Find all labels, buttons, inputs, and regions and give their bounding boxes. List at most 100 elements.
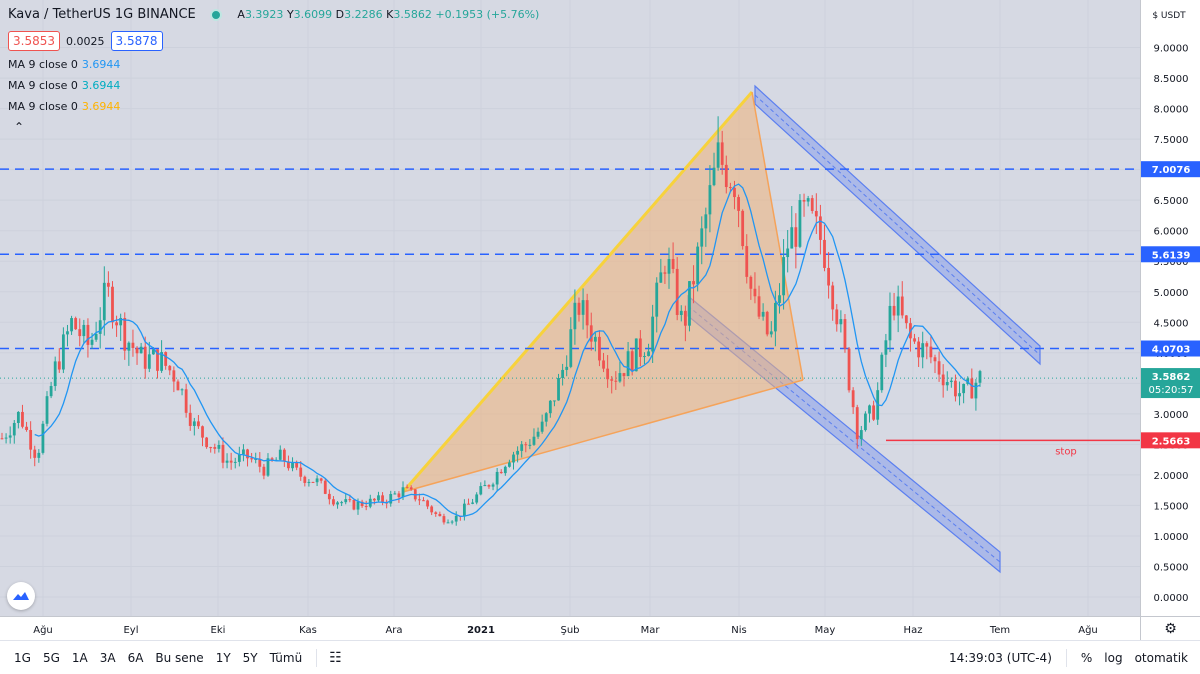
candle-body	[37, 452, 41, 458]
price-tick-label: 3.0000	[1154, 410, 1189, 421]
settings-gear-icon[interactable]: ⚙	[1140, 616, 1200, 640]
candle-body	[585, 300, 589, 326]
candle-body	[246, 449, 249, 459]
range-3a[interactable]: 3A	[99, 650, 116, 665]
indicator-label: MA 9 close 0	[8, 58, 78, 71]
candle-body	[782, 257, 785, 296]
candle-body	[221, 444, 225, 463]
price-axis[interactable]: $ USDT9.00008.50008.00007.50007.00006.50…	[1140, 0, 1200, 616]
candle-body	[593, 336, 597, 342]
range-all[interactable]: Tümü	[269, 650, 303, 665]
candle-body	[888, 305, 892, 341]
time-tick-label: Şub	[560, 625, 579, 636]
candle-body	[172, 370, 176, 382]
candle-body	[765, 311, 769, 335]
candle-body	[278, 449, 282, 460]
candle-body	[205, 437, 209, 448]
candle-body	[254, 458, 258, 460]
candle-body	[798, 200, 802, 247]
range-1a[interactable]: 1A	[71, 650, 88, 665]
chevron-up-icon[interactable]: ⌃	[14, 120, 25, 134]
candle-body	[225, 460, 229, 463]
candle-body	[319, 478, 323, 481]
time-axis[interactable]: Ağu Eyl Eki Kas Ara 2021 Şub Mar Nis May Haz Tem Ağu	[0, 616, 1140, 640]
candle-body	[168, 365, 172, 371]
last-price-tag	[1141, 368, 1200, 399]
triangle-edge-bc	[751, 91, 804, 381]
candle-body	[606, 368, 610, 380]
candle-body	[123, 318, 127, 351]
candle-body	[12, 422, 16, 436]
tradingview-logo-icon[interactable]	[7, 582, 35, 610]
price-tick-label: 5.0000	[1154, 288, 1189, 299]
indicator-ma-2[interactable]: MA 9 close 0 3.6944	[8, 79, 120, 92]
countdown-label: 05:20:57	[1149, 385, 1194, 396]
range-5y[interactable]: 5Y	[242, 650, 258, 665]
candle-body	[21, 411, 24, 427]
log-toggle[interactable]: log	[1104, 650, 1123, 665]
candle-body	[978, 371, 982, 383]
candle-body	[430, 506, 434, 513]
candle-body	[581, 300, 585, 315]
candle-body	[806, 198, 810, 202]
candle-body	[954, 380, 957, 397]
last-price-label: 3.5862	[1152, 372, 1191, 383]
candle-body	[843, 319, 847, 349]
range-ytd[interactable]: Bu sene	[155, 650, 204, 665]
candle-body	[291, 461, 294, 469]
range-1g[interactable]: 1G	[14, 650, 31, 665]
candle-body	[577, 302, 581, 315]
range-5g[interactable]: 5G	[42, 650, 60, 665]
range-6a[interactable]: 6A	[127, 650, 144, 665]
time-tick-label: Tem	[989, 625, 1010, 636]
candle-body	[49, 386, 53, 397]
candle-body	[520, 444, 524, 451]
price-tick-label: 8.5000	[1154, 74, 1189, 85]
price-tick-label: 1.5000	[1154, 501, 1189, 512]
candle-body	[929, 346, 933, 358]
candle-body	[213, 447, 217, 449]
close-label: K	[386, 8, 394, 21]
candle-body	[692, 281, 695, 285]
candle-body	[442, 516, 446, 523]
indicator-ma-1[interactable]: MA 9 close 0 3.6944	[8, 58, 120, 71]
candle-body	[143, 346, 147, 369]
candle-body	[422, 500, 425, 502]
sell-button[interactable]: 3.5853	[8, 31, 60, 51]
candle-body	[164, 352, 168, 366]
candle-body	[610, 379, 614, 381]
candle-body	[589, 325, 593, 342]
candle-body	[663, 272, 667, 274]
bottom-toolbar: 1G 5G 1A 3A 6A Bu sene 1Y 5Y Tümü ☷ 14:3…	[0, 640, 1200, 674]
range-1y[interactable]: 1Y	[215, 650, 231, 665]
spread-value: 0.0025	[66, 34, 105, 48]
time-tick-label: Eki	[211, 625, 226, 636]
auto-toggle[interactable]: otomatik	[1134, 650, 1188, 665]
buy-button[interactable]: 3.5878	[110, 31, 163, 51]
change-value: +0.1953 (+5.76%)	[435, 8, 540, 21]
candle-body	[344, 499, 348, 503]
upper-falling-channel-mid	[754, 94, 1041, 356]
chart-area[interactable]: stop Kava / TetherUS 1G BINANCE A3.3923 …	[0, 0, 1140, 616]
candle-body	[831, 285, 835, 310]
price-tick-label: 7.5000	[1154, 135, 1189, 146]
candle-body	[156, 349, 159, 371]
candle-body	[119, 318, 123, 326]
high-value: 3.6099	[293, 8, 333, 21]
candle-body	[778, 295, 781, 303]
stop-label: stop	[1055, 446, 1077, 457]
candle-body	[102, 282, 106, 321]
candle-body	[958, 393, 961, 397]
time-tick-label: Ara	[385, 625, 402, 636]
go-to-date-icon[interactable]: ☷	[329, 649, 342, 666]
clock-time[interactable]: 14:39:03 (UTC-4)	[949, 650, 1052, 665]
candlestick-series	[0, 116, 982, 526]
triangle-drawing	[401, 91, 804, 493]
candle-body	[773, 302, 777, 332]
candle-body	[647, 351, 650, 357]
percent-toggle[interactable]: %	[1080, 650, 1093, 665]
time-tick-label: Haz	[904, 625, 923, 636]
price-chart[interactable]: stop	[0, 0, 1140, 616]
indicator-ma-3[interactable]: MA 9 close 0 3.6944	[8, 100, 120, 113]
candle-body	[810, 198, 814, 211]
